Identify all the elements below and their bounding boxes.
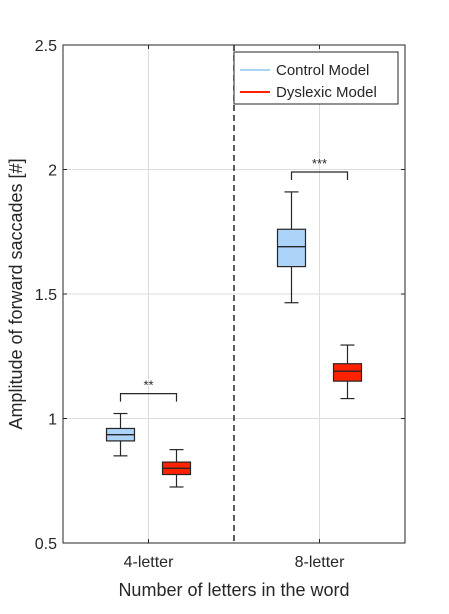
box-0-0: [105, 412, 136, 457]
y-tick-label: 1: [48, 412, 57, 429]
box-series: [105, 191, 363, 488]
box-body: [276, 228, 307, 268]
significance-label: **: [143, 378, 153, 393]
significance-label: ***: [312, 156, 327, 171]
box-0-1: [276, 191, 307, 304]
x-tick-label: 8-letter: [295, 554, 345, 571]
legend-label: Control Model: [276, 62, 369, 79]
significance-bracket: [290, 171, 349, 180]
y-tick-label: 2: [48, 163, 57, 180]
y-axis-label: Amplitude of forward saccades [#]: [6, 158, 26, 429]
significance-annotations: *****: [119, 156, 349, 402]
legend-box: [233, 51, 399, 105]
legend-label: Dyslexic Model: [276, 84, 377, 101]
box-1-1: [332, 344, 363, 400]
x-axis-label: Number of letters in the word: [118, 580, 349, 600]
significance-bracket: [119, 393, 178, 402]
legend: Control Model Dyslexic Model: [233, 51, 399, 105]
y-tick-label: 2.5: [35, 38, 57, 55]
box-body: [332, 363, 363, 382]
x-axis-ticks: 4-letter 8-letter: [124, 45, 345, 571]
y-tick-label: 1.5: [35, 287, 57, 304]
y-tick-label: 0.5: [35, 536, 57, 553]
x-tick-label: 4-letter: [124, 554, 174, 571]
y-axis-ticks: 0.5 1 1.5 2 2.5: [35, 38, 405, 553]
box-1-0: [161, 449, 192, 488]
